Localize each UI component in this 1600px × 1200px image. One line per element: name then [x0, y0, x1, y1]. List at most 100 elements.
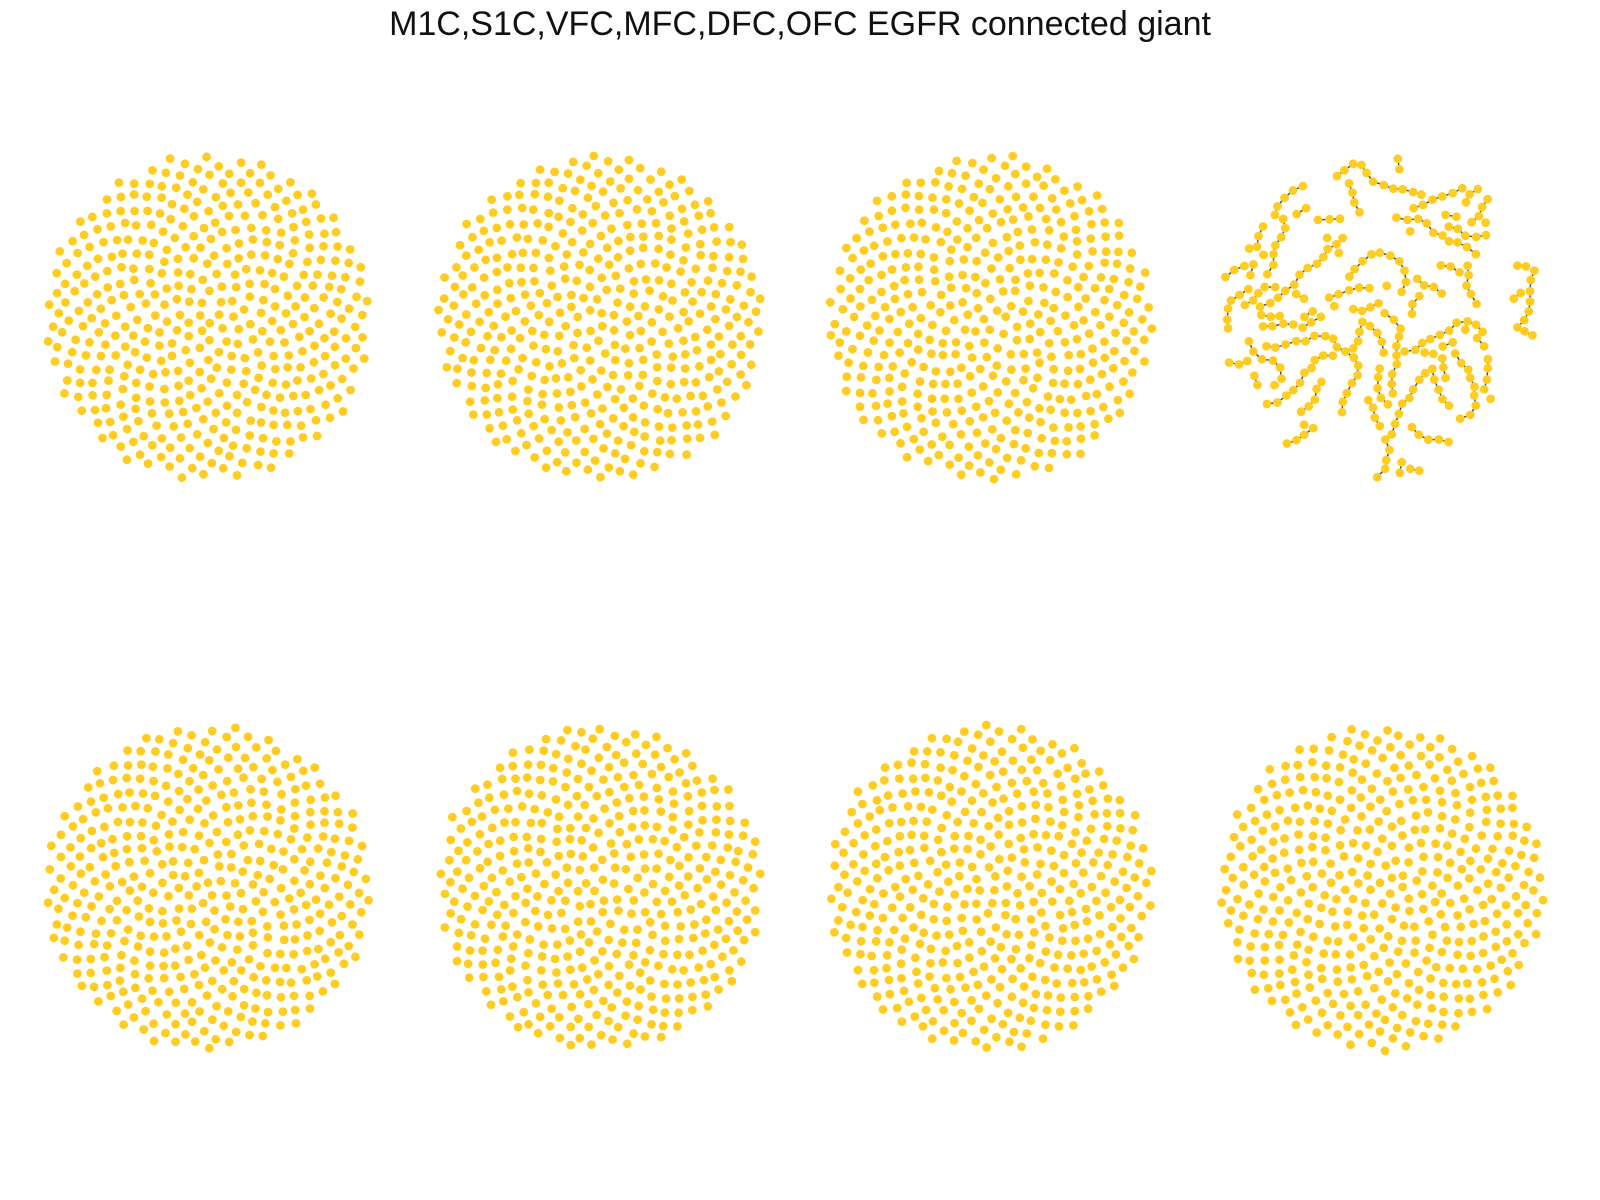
- node: [1062, 449, 1072, 459]
- node: [1372, 472, 1382, 482]
- node: [938, 350, 948, 360]
- node: [1096, 987, 1106, 997]
- node: [218, 201, 228, 211]
- node: [1311, 787, 1321, 797]
- node: [1092, 975, 1102, 984]
- node: [211, 408, 221, 418]
- node: [1471, 401, 1481, 410]
- node: [1076, 449, 1085, 459]
- node: [1019, 375, 1028, 385]
- node: [487, 873, 497, 883]
- node: [908, 885, 918, 895]
- node: [927, 1034, 937, 1044]
- node: [85, 337, 94, 347]
- node: [941, 860, 951, 870]
- node: [479, 881, 489, 891]
- node: [1405, 393, 1414, 403]
- node: [890, 882, 900, 892]
- node: [1465, 373, 1475, 383]
- node: [1437, 289, 1446, 298]
- node: [142, 192, 152, 202]
- node: [543, 808, 553, 817]
- node: [732, 907, 742, 916]
- node: [469, 355, 479, 365]
- node: [345, 900, 355, 909]
- node: [1244, 336, 1254, 346]
- node: [712, 815, 721, 824]
- node: [60, 936, 70, 946]
- node: [1034, 448, 1044, 458]
- node: [187, 997, 197, 1007]
- node: [647, 206, 657, 216]
- node: [738, 875, 748, 885]
- node: [554, 212, 563, 222]
- node: [1416, 838, 1426, 848]
- node: [619, 403, 629, 413]
- node: [1465, 808, 1475, 818]
- node: [592, 390, 602, 399]
- node: [248, 762, 258, 772]
- node: [1458, 964, 1468, 974]
- node: [1083, 934, 1093, 944]
- node: [569, 353, 579, 363]
- node: [929, 899, 939, 909]
- node: [1324, 293, 1334, 302]
- node: [1066, 950, 1076, 960]
- node: [693, 420, 703, 429]
- node: [911, 787, 920, 796]
- node: [914, 191, 924, 201]
- node: [319, 241, 328, 251]
- node: [1070, 920, 1080, 930]
- node: [1479, 932, 1488, 941]
- node: [679, 336, 688, 346]
- node: [1242, 356, 1252, 366]
- node: [1265, 298, 1275, 308]
- node: [1007, 365, 1016, 375]
- node: [331, 256, 340, 266]
- node: [278, 865, 288, 874]
- node: [936, 747, 945, 757]
- node: [1387, 914, 1397, 924]
- node: [1029, 192, 1038, 202]
- node: [200, 963, 210, 973]
- node: [695, 239, 705, 249]
- node: [1321, 833, 1330, 843]
- node: [516, 178, 525, 188]
- node: [1090, 431, 1099, 440]
- node: [129, 190, 139, 199]
- node: [849, 838, 858, 848]
- node: [231, 1027, 241, 1037]
- node: [665, 180, 674, 190]
- node: [569, 980, 579, 989]
- node: [916, 802, 926, 812]
- node: [1398, 184, 1408, 194]
- node: [73, 969, 82, 978]
- node: [1342, 388, 1352, 398]
- node: [1056, 781, 1066, 791]
- node: [175, 171, 185, 181]
- node: [343, 880, 353, 890]
- node: [1058, 924, 1068, 933]
- node: [1353, 370, 1362, 380]
- node: [1043, 392, 1053, 401]
- node: [1508, 803, 1517, 813]
- node: [194, 980, 204, 990]
- node: [1419, 904, 1428, 914]
- node: [88, 212, 97, 222]
- node: [709, 251, 718, 261]
- node: [597, 308, 607, 318]
- node: [314, 319, 324, 329]
- node: [724, 785, 733, 794]
- node: [1334, 289, 1343, 299]
- node: [1268, 854, 1277, 863]
- node: [1456, 358, 1466, 368]
- node: [203, 397, 213, 406]
- node: [52, 268, 62, 278]
- node: [483, 857, 493, 867]
- node: [1455, 267, 1464, 277]
- node: [516, 263, 526, 272]
- node: [1260, 956, 1270, 965]
- node: [987, 153, 997, 163]
- node: [489, 321, 499, 331]
- node: [1146, 901, 1155, 911]
